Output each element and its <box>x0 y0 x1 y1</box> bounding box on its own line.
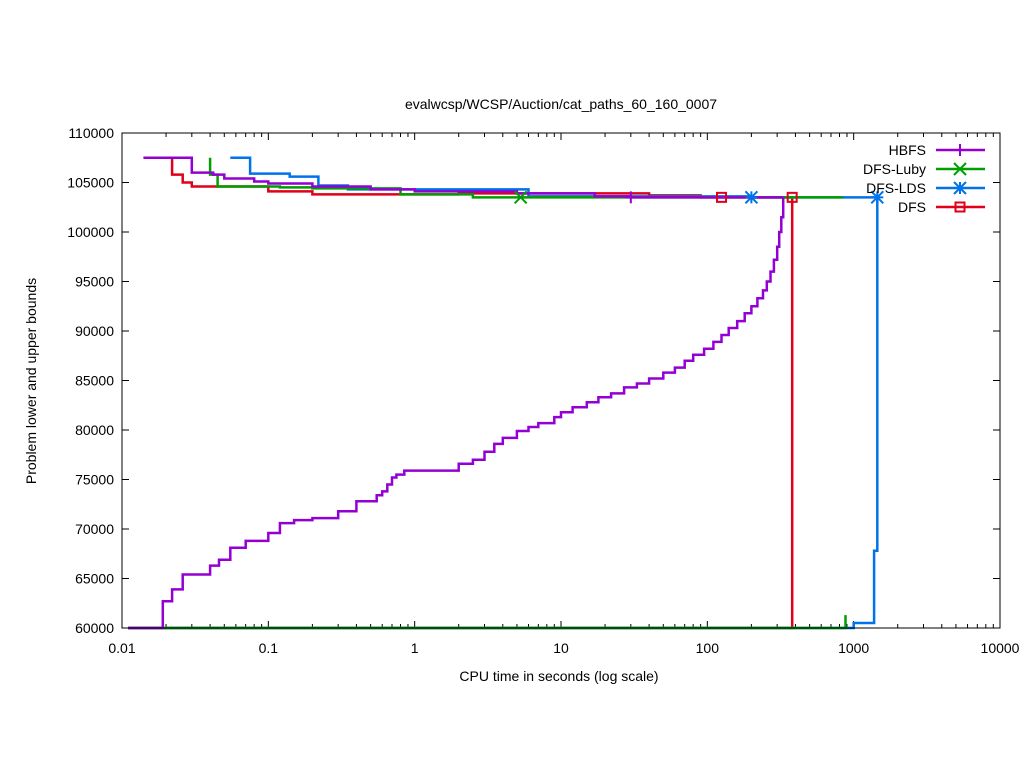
y-tick-label: 80000 <box>75 422 114 438</box>
legend-marker-dfs-luby <box>953 162 967 176</box>
x-axis-label: CPU time in seconds (log scale) <box>459 668 658 684</box>
series-dfs-lds-marker <box>870 190 884 205</box>
x-tick-label: 10 <box>553 640 569 656</box>
x-tick-label: 10000 <box>981 640 1020 656</box>
x-tick-label: 1 <box>411 640 419 656</box>
y-tick-label: 100000 <box>67 224 114 240</box>
markers-layer <box>513 190 884 205</box>
series-hbfs-lower-line <box>128 197 785 630</box>
series-dfs-marker <box>716 191 728 203</box>
y-tick-label: 65000 <box>75 571 114 587</box>
x-tick-label: 0.1 <box>259 640 279 656</box>
legend-marker-dfs <box>954 201 966 213</box>
chart-title: evalwcsp/WCSP/Auction/cat_paths_60_160_0… <box>405 96 717 112</box>
series-dfs-lds-upper-line <box>230 156 878 199</box>
y-tick-label: 75000 <box>75 472 114 488</box>
series-layer <box>128 156 879 630</box>
series-dfs-lower-line <box>128 197 794 630</box>
series-dfs-luby-marker <box>513 190 528 205</box>
legend-label-dfs: DFS <box>898 199 926 215</box>
legend-marker-hbfs <box>954 144 966 156</box>
x-tick-label: 100 <box>696 640 720 656</box>
legend-marker-dfs-lds <box>953 181 967 195</box>
series-dfs-luby-upper-line <box>208 157 844 199</box>
series-dfs-lds-lower-line <box>128 197 879 630</box>
series-dfs-marker <box>786 191 798 203</box>
legend-label-hbfs: HBFS <box>889 142 926 158</box>
legend-label-dfs-lds: DFS-LDS <box>866 180 926 196</box>
plot-frame <box>121 132 1001 629</box>
y-tick-label: 60000 <box>75 620 114 636</box>
x-tick-label: 1000 <box>838 640 869 656</box>
y-tick-label: 85000 <box>75 373 114 389</box>
y-tick-label: 70000 <box>75 521 114 537</box>
y-tick-label: 105000 <box>67 175 114 191</box>
y-tick-label: 95000 <box>75 274 114 290</box>
y-tick-label: 90000 <box>75 323 114 339</box>
x-tick-label: 0.01 <box>108 640 135 656</box>
series-hbfs-marker <box>624 191 637 204</box>
legend-label-dfs-luby: DFS-Luby <box>863 161 926 177</box>
series-hbfs-upper-line <box>143 156 784 199</box>
y-tick-label: 110000 <box>68 125 114 141</box>
series-dfs-lds-marker <box>744 190 759 205</box>
legend: HBFS DFS-Luby DFS-LDS DFS <box>863 142 985 215</box>
y-axis-label: Problem lower and upper bounds <box>23 278 39 484</box>
